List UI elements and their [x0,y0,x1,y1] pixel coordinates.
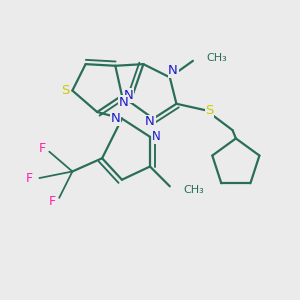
Text: CH₃: CH₃ [206,52,227,62]
Text: F: F [26,172,33,184]
Text: N: N [119,96,128,109]
Text: N: N [110,112,120,125]
Text: F: F [49,195,56,208]
Text: N: N [145,116,155,128]
Text: S: S [205,104,214,117]
Text: CH₃: CH₃ [183,184,204,195]
Text: N: N [168,64,178,77]
Text: F: F [39,142,46,155]
Text: N: N [124,89,134,102]
Text: N: N [152,130,161,143]
Text: S: S [61,84,70,97]
